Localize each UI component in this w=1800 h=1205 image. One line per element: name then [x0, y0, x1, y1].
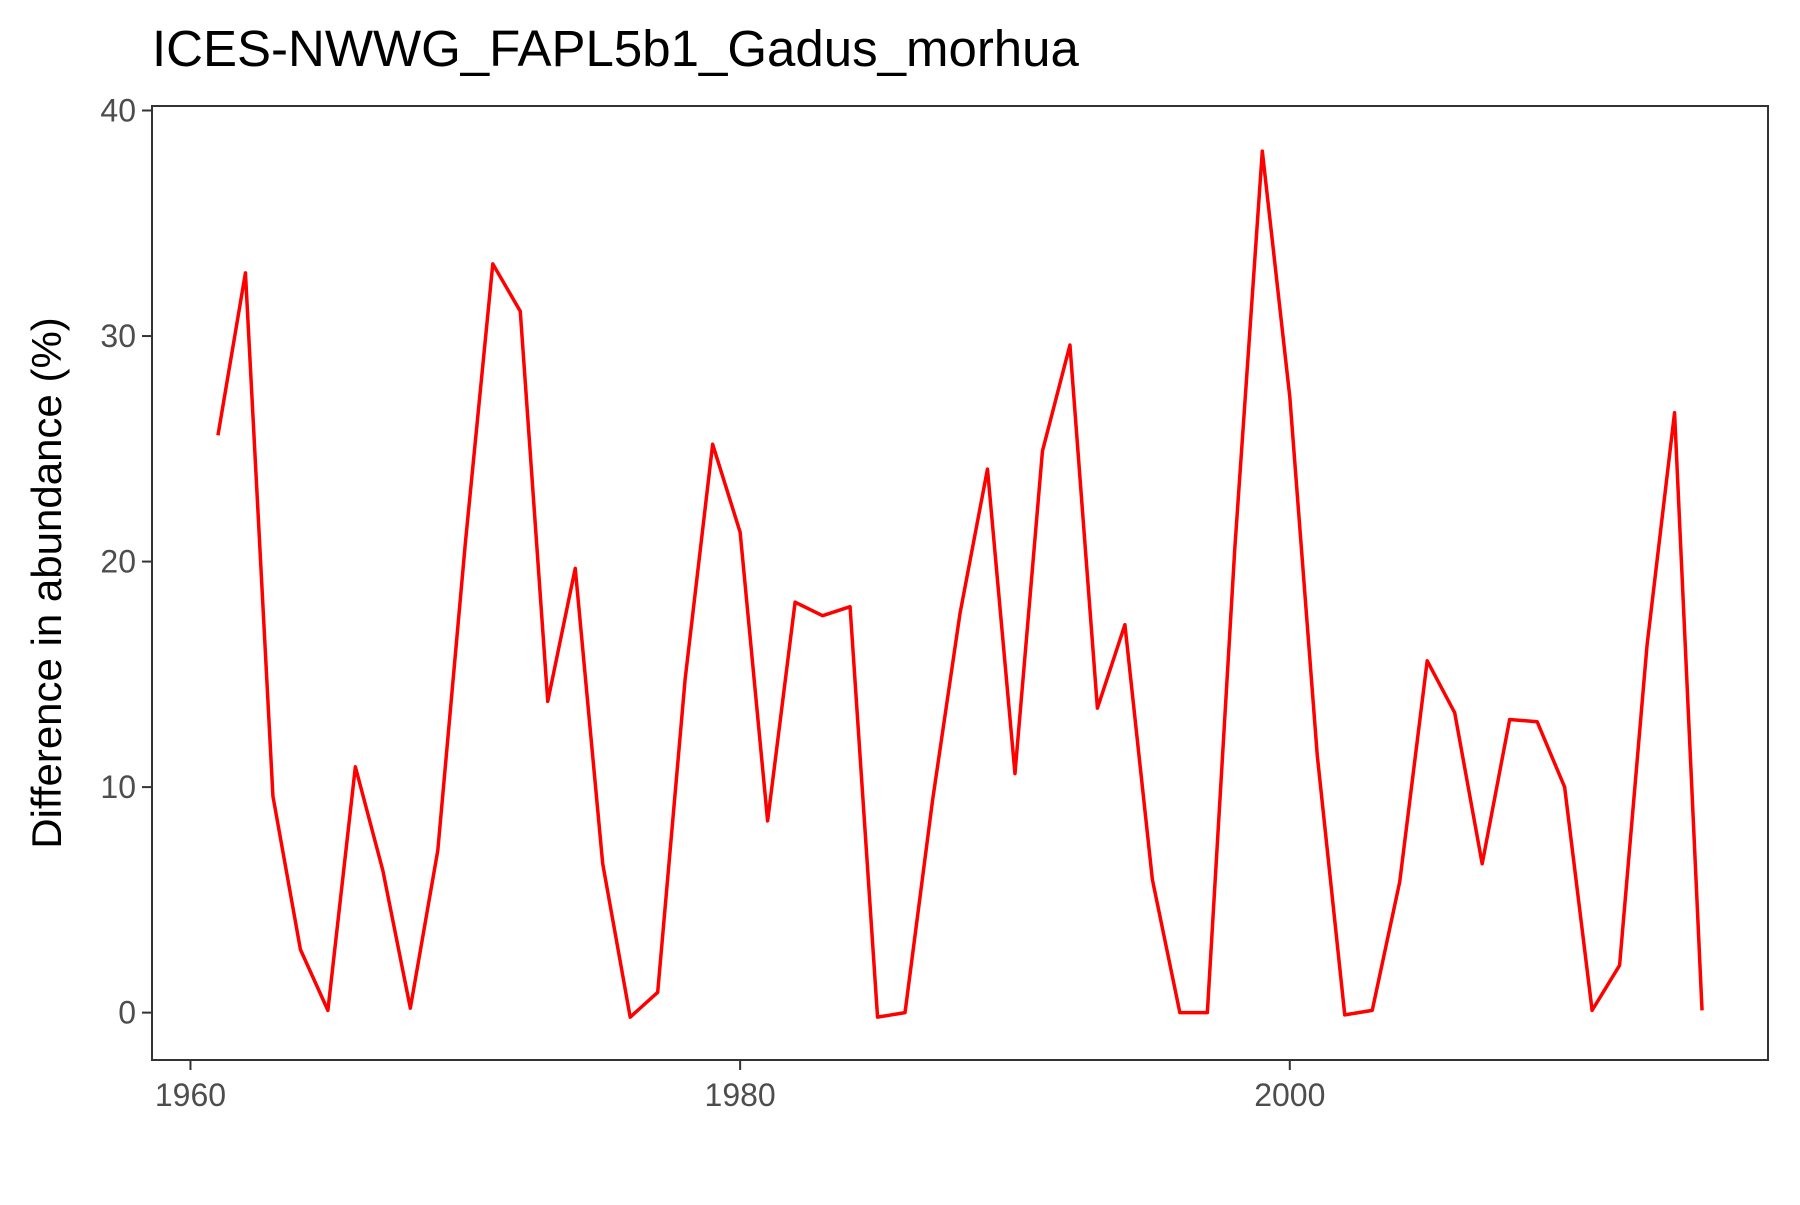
x-tick-label: 1980	[705, 1077, 776, 1113]
y-tick-label: 20	[100, 544, 136, 580]
series-layer	[216, 149, 1704, 1019]
x-axis: 1960 1980 2000	[155, 1060, 1325, 1113]
x-tick-label: 1960	[155, 1077, 226, 1113]
x-tick-label: 2000	[1254, 1077, 1325, 1113]
series-line	[216, 149, 1704, 1019]
y-tick-label: 10	[100, 769, 136, 805]
chart-title: ICES-NWWG_FAPL5b1_Gadus_morhua	[152, 20, 1080, 77]
y-axis-label: Difference in abundance (%)	[23, 317, 70, 849]
y-tick-label: 40	[100, 93, 136, 129]
plot-panel	[151, 105, 1769, 1061]
y-tick-label: 30	[100, 318, 136, 354]
y-axis: 0 10 20 30 40	[100, 93, 152, 1031]
y-tick-label: 0	[118, 995, 136, 1031]
